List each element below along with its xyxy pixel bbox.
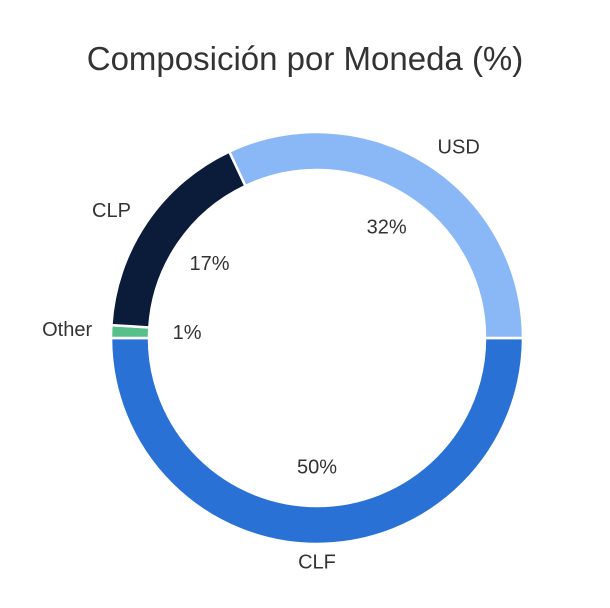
value-label-clf: 50% [297,456,337,478]
legend-label-usd: USD [438,136,480,158]
value-label-clp: 17% [189,253,229,275]
legend-label-other: Other [42,319,92,341]
value-label-other: 1% [173,322,202,344]
donut-slices [109,130,525,546]
donut-labels: CLF 50% Other 1% CLP 17% USD 32% [42,136,480,573]
slice-clp [110,149,248,329]
chart-title: Composición por Moneda (%) [86,40,524,77]
legend-label-clp: CLP [92,200,131,222]
slice-clf [109,336,525,546]
value-label-usd: 32% [367,217,407,239]
slice-usd [227,130,525,340]
legend-label-clf: CLF [298,551,336,573]
